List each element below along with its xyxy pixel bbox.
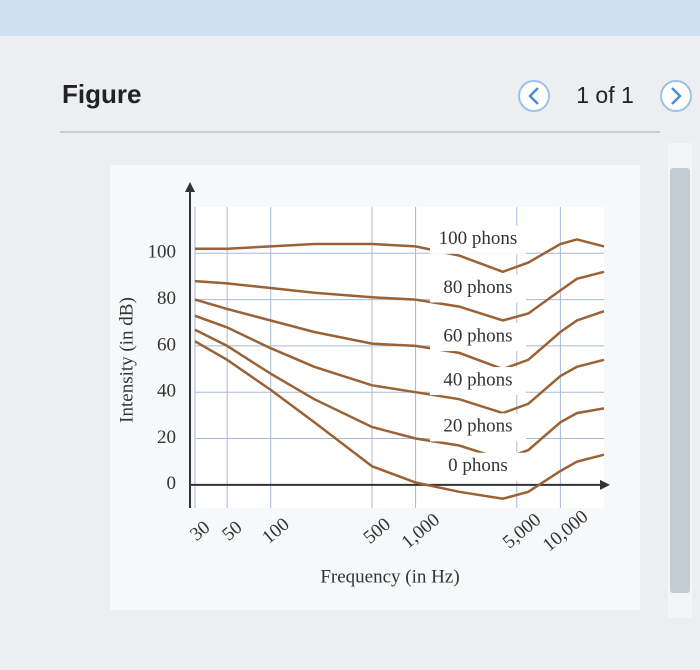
scrollbar-thumb[interactable] xyxy=(670,168,690,593)
y-tick-label: 0 xyxy=(167,473,177,494)
prev-button[interactable] xyxy=(518,80,550,112)
series-label: 60 phons xyxy=(443,325,512,346)
series-label: 40 phons xyxy=(443,369,512,390)
label-bg xyxy=(430,367,526,396)
series-label: 20 phons xyxy=(443,416,512,437)
next-icon xyxy=(671,87,682,105)
y-tick-label: 60 xyxy=(157,334,176,355)
y-tick-label: 20 xyxy=(157,427,176,448)
label-bg xyxy=(430,452,526,481)
label-bg xyxy=(430,225,526,254)
plot-area xyxy=(195,207,604,508)
x-axis-arrow xyxy=(600,479,610,490)
chart: Intensity (in dB) Frequency (in Hz) 0 20 4… xyxy=(116,182,610,587)
figure-title: Figure xyxy=(62,79,141,109)
line xyxy=(194,328,605,461)
prev-icon xyxy=(528,87,539,105)
y-tick-label: 100 xyxy=(148,242,177,263)
x-axis-label: Frequency (in Hz) xyxy=(320,566,459,587)
y-axis-label: Intensity (in dB) xyxy=(116,297,137,423)
next-button[interactable] xyxy=(660,80,692,112)
series-label: 100 phons xyxy=(439,228,518,249)
top-bar xyxy=(0,0,700,36)
label-bg xyxy=(430,323,526,352)
label-bg xyxy=(430,413,526,442)
line xyxy=(194,340,605,500)
series-label: 0 phons xyxy=(448,455,508,476)
label-bg xyxy=(430,274,526,303)
series-label: 80 phons xyxy=(443,277,512,298)
y-tick-label: 80 xyxy=(157,288,176,309)
y-tick-label: 40 xyxy=(157,381,176,402)
line xyxy=(194,314,605,415)
y-axis-arrow xyxy=(185,182,195,192)
line xyxy=(194,270,605,322)
pager: 1 of 1 xyxy=(576,82,634,108)
